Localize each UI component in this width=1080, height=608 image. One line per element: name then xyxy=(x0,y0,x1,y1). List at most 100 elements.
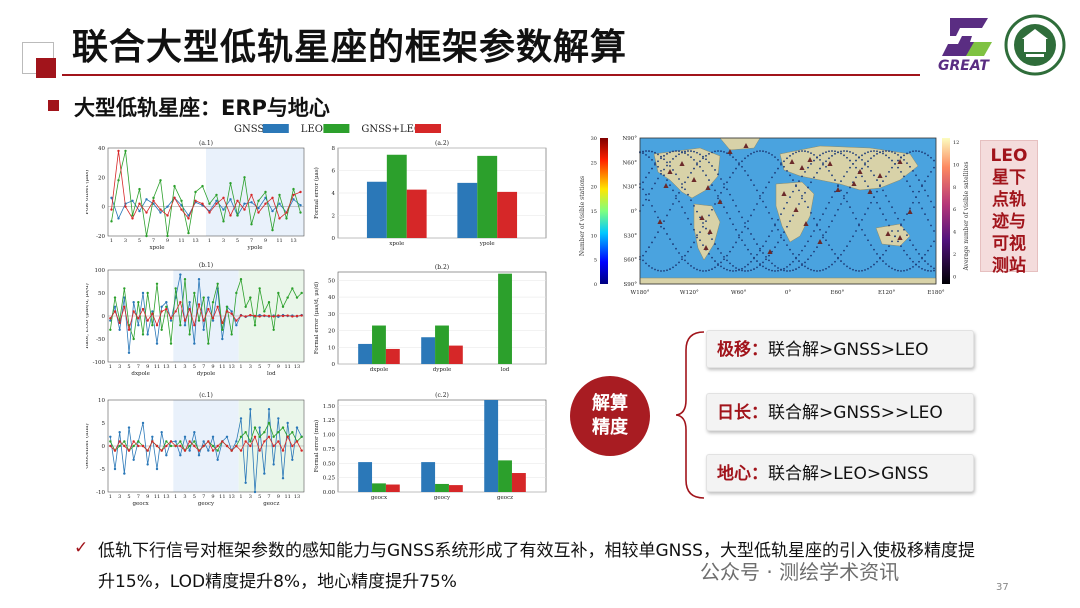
track-dot xyxy=(888,265,890,268)
track-dot xyxy=(900,270,902,272)
track-dot xyxy=(642,150,644,153)
track-dot xyxy=(774,223,776,226)
track-dot xyxy=(861,167,863,170)
track-dot xyxy=(840,189,842,192)
track-dot xyxy=(849,206,851,209)
track-dot xyxy=(825,160,827,163)
data-point xyxy=(239,314,243,317)
data-point xyxy=(291,458,294,461)
track-dot xyxy=(906,152,908,155)
station-triangle xyxy=(885,231,891,236)
data-point xyxy=(291,287,294,290)
track-dot xyxy=(759,150,761,152)
track-dot xyxy=(897,230,899,232)
data-point xyxy=(109,444,112,448)
right-cbar-tick: 12 xyxy=(953,140,959,146)
track-dot xyxy=(843,249,845,252)
track-dot xyxy=(858,224,860,227)
track-dot xyxy=(915,248,917,251)
track-dot xyxy=(900,224,902,227)
track-dot xyxy=(657,231,659,234)
track-dot xyxy=(690,265,692,267)
track-dot xyxy=(918,201,920,204)
track-dot xyxy=(816,223,818,226)
series-line-leo xyxy=(109,279,302,344)
data-point xyxy=(211,435,215,438)
data-point xyxy=(222,196,225,200)
data-point xyxy=(155,324,159,327)
track-dot xyxy=(804,261,806,264)
track-dot xyxy=(705,220,707,223)
track-dot xyxy=(819,218,821,221)
data-point xyxy=(146,449,149,452)
data-point xyxy=(132,301,135,304)
track-dot xyxy=(711,184,713,187)
track-dot xyxy=(705,269,707,272)
track-dot xyxy=(753,257,755,260)
track-dot xyxy=(651,167,653,170)
data-point xyxy=(278,193,281,197)
x-tick-label: 3 xyxy=(118,494,121,500)
track-dot xyxy=(687,176,689,179)
series-line-gnss xyxy=(109,409,303,493)
track-dot xyxy=(870,244,872,247)
track-dot xyxy=(675,173,677,176)
bar-leo xyxy=(435,325,449,364)
data-point xyxy=(202,444,205,448)
track-dot xyxy=(822,162,824,165)
data-point xyxy=(193,444,196,448)
data-point xyxy=(263,431,266,434)
track-dot xyxy=(906,162,908,165)
track-dot xyxy=(675,194,677,197)
track-dot xyxy=(849,166,851,169)
station-triangle xyxy=(705,185,711,190)
track-dot xyxy=(900,245,902,248)
bar-gnss-leo xyxy=(497,191,518,238)
track-dot xyxy=(735,267,737,269)
track-dot xyxy=(918,179,920,181)
data-point xyxy=(264,190,267,194)
data-point xyxy=(188,444,191,448)
data-point xyxy=(285,217,288,220)
station-triangle xyxy=(657,219,663,224)
data-point xyxy=(267,435,271,438)
data-point xyxy=(127,351,131,354)
data-point xyxy=(165,307,168,311)
data-point xyxy=(230,449,233,452)
track-dot xyxy=(654,210,656,213)
data-point xyxy=(258,287,261,290)
data-point xyxy=(169,444,173,448)
track-dot xyxy=(927,154,929,157)
track-dot xyxy=(927,175,929,178)
track-dot xyxy=(783,267,785,270)
track-dot xyxy=(807,240,809,243)
track-dot xyxy=(855,217,857,220)
y-tick-label: -50 xyxy=(96,337,105,343)
data-point xyxy=(295,296,299,299)
track-dot xyxy=(651,241,653,244)
track-dot xyxy=(915,196,917,199)
track-dot xyxy=(822,236,824,239)
left-cbar-tick: 15 xyxy=(591,209,597,215)
track-dot xyxy=(819,228,821,231)
track-dot xyxy=(909,151,911,153)
data-point xyxy=(211,444,215,448)
track-dot xyxy=(867,267,869,270)
data-point xyxy=(169,319,173,322)
x-tick-label: 13 xyxy=(294,494,300,500)
data-point xyxy=(207,440,210,443)
track-dot xyxy=(783,269,785,272)
track-dot xyxy=(933,267,935,270)
data-point xyxy=(267,301,271,304)
track-dot xyxy=(840,260,842,262)
track-dot xyxy=(834,214,836,217)
track-dot xyxy=(846,265,848,268)
x-tick-label: 9 xyxy=(146,364,149,370)
station-triangle xyxy=(679,161,685,166)
track-dot xyxy=(912,266,914,268)
data-point xyxy=(127,328,131,331)
data-point xyxy=(109,435,112,438)
track-dot xyxy=(885,218,887,221)
track-dot xyxy=(684,188,686,191)
y-tick-label: 4 xyxy=(332,191,336,197)
